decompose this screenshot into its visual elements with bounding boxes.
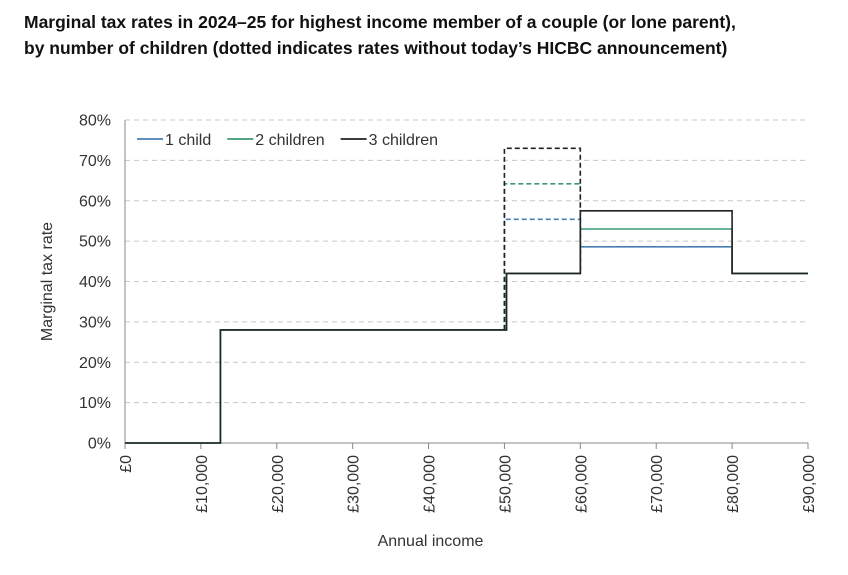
x-tick-label: £70,000 (649, 455, 666, 513)
y-tick-label: 20% (79, 355, 111, 372)
series-line-dotted (503, 147, 582, 330)
chart-title-line-2: by number of children (dotted indicates … (24, 38, 728, 58)
axis-labels: Annual income Marginal tax rate (39, 222, 484, 550)
legend-label: 2 children (255, 132, 324, 149)
x-tick-label: £40,000 (422, 455, 439, 513)
y-axis-title: Marginal tax rate (39, 222, 56, 341)
x-tick-label: £30,000 (346, 455, 363, 513)
series-line-3-children (125, 210, 808, 444)
y-tick-label: 10% (79, 395, 111, 412)
chart-title: Marginal tax rates in 2024–25 for highes… (24, 9, 834, 61)
series-line-2-children (125, 228, 808, 444)
series-lines (125, 147, 808, 444)
y-tick-label: 30% (79, 314, 111, 331)
y-tick-label: 50% (79, 234, 111, 251)
gridlines (125, 119, 808, 404)
series-line-dotted (503, 218, 582, 330)
x-tick-label: £20,000 (270, 455, 287, 513)
legend: 1 child 2 children 3 children (137, 132, 438, 149)
series-line-1-child (125, 246, 808, 444)
axes: 0% 10% 20% 30% 40% 50% 60% 70% 80% £0 £10,000 £20,0… (79, 113, 818, 513)
x-tick-label: £10,000 (194, 455, 211, 513)
x-tick-label: £80,000 (725, 455, 742, 513)
y-tick-label: 0% (88, 436, 111, 453)
legend-label: 3 children (369, 132, 438, 149)
x-tick-label: £90,000 (801, 455, 818, 513)
chart-title-line-1: Marginal tax rates in 2024–25 for highes… (24, 12, 736, 32)
y-tick-label: 60% (79, 193, 111, 210)
x-tick-label: £50,000 (497, 455, 514, 513)
y-tick-label: 40% (79, 274, 111, 291)
legend-label: 1 child (165, 132, 211, 149)
x-tick-label: £60,000 (573, 455, 590, 513)
y-tick-label: 80% (79, 113, 111, 130)
x-axis-title: Annual income (378, 533, 484, 550)
x-tick-label: £0 (118, 455, 135, 473)
y-tick-label: 70% (79, 153, 111, 170)
series-line-dotted (503, 183, 582, 330)
